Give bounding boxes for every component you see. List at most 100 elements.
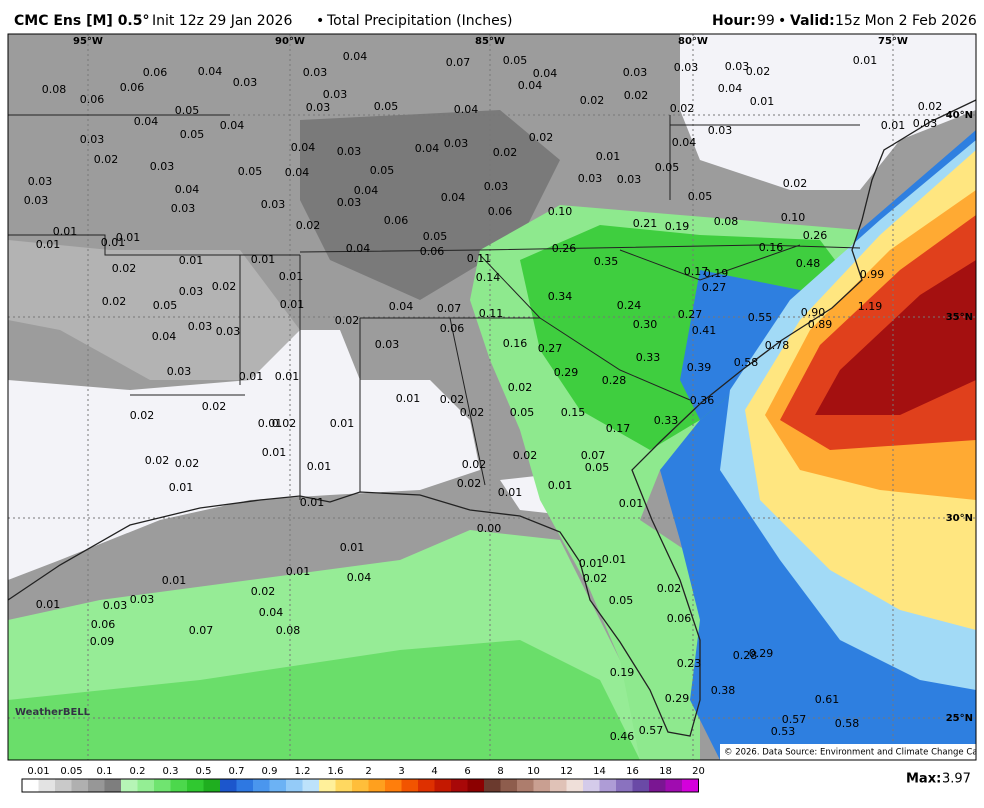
colorbar-swatch — [500, 779, 518, 792]
point-value: 0.55 — [748, 311, 773, 324]
point-value: 0.04 — [415, 142, 440, 155]
point-value: 0.03 — [233, 76, 258, 89]
point-value: 0.19 — [704, 267, 729, 280]
colorbar-label: 0.5 — [196, 766, 212, 777]
colorbar-swatch — [121, 779, 138, 792]
point-value: 0.05 — [585, 461, 610, 474]
point-value: 0.01 — [36, 598, 61, 611]
point-value: 0.01 — [286, 565, 311, 578]
colorbar-swatch — [599, 779, 617, 792]
colorbar-label: 10 — [527, 766, 540, 777]
colorbar-swatch — [550, 779, 567, 792]
point-value: 0.01 — [619, 497, 644, 510]
point-value: 0.15 — [561, 406, 586, 419]
colorbar-swatch — [665, 779, 683, 792]
point-value: 0.08 — [276, 624, 301, 637]
colorbar-label: 3 — [398, 766, 404, 777]
point-value: 0.02 — [624, 89, 649, 102]
model: CMC Ens [M] 0.5° — [14, 13, 150, 29]
point-value: 0.01 — [251, 253, 276, 266]
point-value: 0.34 — [548, 290, 573, 303]
point-value: 0.02 — [783, 177, 808, 190]
point-value: 0.04 — [346, 242, 371, 255]
colorbar-label: 0.2 — [130, 766, 146, 777]
point-value: 0.30 — [633, 318, 658, 331]
point-value: 0.06 — [440, 322, 465, 335]
colorbar-swatch — [22, 779, 39, 792]
hour: 99 — [757, 13, 775, 29]
map-frame — [7, 33, 977, 761]
lon-label: 75°W — [878, 36, 908, 47]
light-area — [8, 330, 480, 580]
lon-label: 95°W — [73, 36, 103, 47]
point-value: 0.01 — [279, 270, 304, 283]
colorbar-swatch — [533, 779, 551, 792]
point-value: 0.04 — [389, 300, 414, 313]
point-value: 0.05 — [510, 406, 535, 419]
colorbar-swatch — [352, 779, 369, 792]
point-value: 0.05 — [180, 128, 205, 141]
colorbar-label: 2 — [365, 766, 371, 777]
point-value: 0.02 — [670, 102, 695, 115]
point-value: 0.01 — [307, 460, 332, 473]
point-values: 0.06 0.040.030.030.04 0.07 0.050.04 0.03 0.03… — [24, 50, 943, 743]
colorbar-swatch — [302, 779, 320, 792]
max-label: Max: — [906, 772, 941, 787]
lat-label: 40°N — [946, 110, 973, 121]
colorbar-swatch — [137, 779, 155, 792]
point-value: 0.03 — [130, 593, 155, 606]
product: Total Precipitation (Inches) — [326, 13, 513, 29]
lat-label: 35°N — [946, 312, 973, 323]
point-value: 0.01 — [280, 298, 305, 311]
colorbar-label: 0.01 — [27, 766, 49, 777]
colorbar-label: 18 — [659, 766, 672, 777]
point-value: 0.78 — [765, 339, 790, 352]
point-value: 0.05 — [503, 54, 528, 67]
green-area — [520, 225, 850, 450]
colorbar-swatch — [220, 779, 237, 792]
colorbar-label: 0.9 — [262, 766, 278, 777]
point-value: 0.02 — [583, 572, 608, 585]
point-value: 0.02 — [272, 417, 297, 430]
point-value: 0.04 — [259, 606, 284, 619]
point-value: 0.03 — [216, 325, 241, 338]
point-value: 0.06 — [91, 618, 116, 631]
point-value: 0.04 — [518, 79, 543, 92]
valid: 15z Mon 2 Feb 2026 — [835, 13, 977, 29]
logo: WeatherBELL — [15, 707, 91, 718]
point-value: 0.07 — [437, 302, 462, 315]
point-value: 0.01 — [101, 236, 126, 249]
colorbar-frame — [21, 778, 699, 793]
point-value: 0.03 — [303, 66, 328, 79]
point-value: 0.01 — [179, 254, 204, 267]
point-value: 1.19 — [858, 300, 883, 313]
point-value: 0.03 — [171, 202, 196, 215]
point-value: 0.02 — [580, 94, 605, 107]
borders — [8, 99, 976, 737]
point-value: 0.01 — [53, 225, 78, 238]
point-value: 0.03 — [150, 160, 175, 173]
colorbar-swatch — [451, 779, 468, 792]
point-value: 0.10 — [781, 211, 806, 224]
point-value: 0.04 — [291, 141, 316, 154]
colorbar-label: 12 — [560, 766, 573, 777]
point-value: 0.06 — [488, 205, 513, 218]
point-value: 0.03 — [337, 196, 362, 209]
point-value: 0.01 — [169, 481, 194, 494]
lon-label: 90°W — [275, 36, 305, 47]
point-value: 0.05 — [609, 594, 634, 607]
point-value: 0.11 — [467, 252, 492, 265]
point-value: 0.04 — [175, 183, 200, 196]
point-value: 0.05 — [238, 165, 263, 178]
point-value: 0.14 — [476, 271, 501, 284]
point-value: 0.02 — [746, 65, 771, 78]
point-value: 0.01 — [340, 541, 365, 554]
point-value: 0.01 — [116, 231, 141, 244]
point-value: 0.89 — [808, 318, 833, 331]
point-value: 0.01 — [330, 417, 355, 430]
point-value: 0.90 — [801, 306, 826, 319]
colorbar-label: 20 — [692, 766, 705, 777]
point-value: 0.29 — [554, 366, 579, 379]
point-value: 0.57 — [639, 724, 664, 737]
